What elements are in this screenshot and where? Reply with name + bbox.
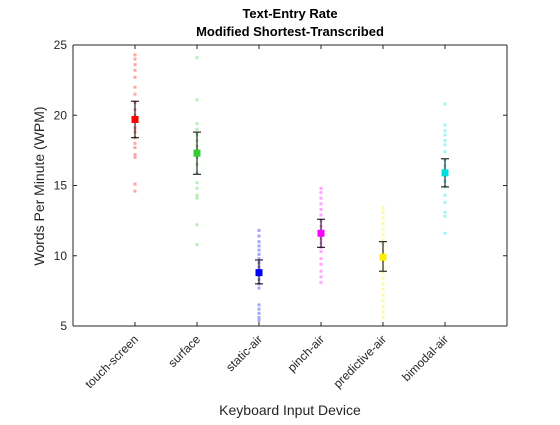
data-point	[133, 92, 137, 96]
data-point	[257, 257, 261, 261]
data-point	[319, 202, 323, 206]
data-point	[257, 228, 261, 232]
data-point	[319, 250, 323, 254]
data-point	[381, 282, 385, 286]
x-axis-label: Keyboard Input Device	[219, 402, 361, 418]
data-point	[381, 221, 385, 225]
data-point	[381, 293, 385, 297]
mean-marker	[131, 115, 139, 123]
mean-marker	[193, 149, 201, 157]
chart-subtitle: Modified Shortest-Transcribed	[196, 24, 384, 39]
data-point	[133, 155, 137, 159]
data-point	[195, 186, 199, 190]
mean-marker	[379, 253, 387, 261]
data-point	[195, 181, 199, 185]
data-point	[443, 231, 447, 235]
data-point	[133, 189, 137, 193]
data-point	[319, 257, 323, 261]
data-point	[443, 133, 447, 137]
data-point	[381, 310, 385, 314]
data-point	[133, 53, 137, 57]
y-axis-label: Words Per Minute (WPM)	[31, 106, 47, 265]
data-point	[195, 223, 199, 227]
data-point	[133, 63, 137, 67]
data-point	[195, 98, 199, 102]
data-point	[443, 200, 447, 204]
data-point	[319, 269, 323, 273]
data-point	[381, 206, 385, 210]
data-point	[195, 196, 199, 200]
data-point	[443, 143, 447, 147]
data-point	[319, 196, 323, 200]
data-point	[381, 304, 385, 308]
data-point	[257, 311, 261, 315]
data-point	[443, 123, 447, 127]
data-point	[195, 122, 199, 126]
data-point	[257, 286, 261, 290]
data-point	[257, 318, 261, 322]
data-point	[133, 153, 137, 157]
data-point	[319, 275, 323, 279]
data-point	[443, 129, 447, 133]
data-point	[319, 280, 323, 284]
data-point	[319, 191, 323, 195]
y-tick-label: 15	[54, 179, 68, 193]
mean-marker	[441, 169, 449, 177]
data-point	[133, 68, 137, 72]
data-point	[257, 248, 261, 252]
data-point	[381, 227, 385, 231]
data-point	[443, 139, 447, 143]
y-tick-label: 20	[54, 108, 68, 122]
mean-marker	[255, 269, 263, 277]
data-point	[381, 299, 385, 303]
data-point	[257, 252, 261, 256]
data-point	[195, 243, 199, 247]
data-point	[319, 213, 323, 217]
data-point	[381, 316, 385, 320]
data-point	[443, 102, 447, 106]
data-point	[443, 150, 447, 154]
data-point	[133, 146, 137, 150]
data-point	[381, 210, 385, 214]
data-point	[257, 244, 261, 248]
data-point	[257, 234, 261, 238]
data-point	[319, 186, 323, 190]
y-tick-label: 10	[54, 249, 68, 263]
data-point	[133, 75, 137, 79]
data-point	[443, 210, 447, 214]
data-point	[133, 182, 137, 186]
data-point	[443, 193, 447, 197]
data-point	[195, 127, 199, 131]
data-point	[381, 238, 385, 242]
y-tick-label: 25	[54, 38, 68, 52]
data-point	[133, 85, 137, 89]
data-point	[257, 316, 261, 320]
data-point	[381, 233, 385, 237]
data-point	[381, 276, 385, 280]
data-point	[381, 287, 385, 291]
data-point	[319, 207, 323, 211]
mean-marker	[317, 229, 325, 237]
data-point	[443, 214, 447, 218]
data-point	[133, 141, 137, 145]
data-point	[319, 262, 323, 266]
data-point	[381, 271, 385, 275]
data-point	[195, 56, 199, 60]
data-point	[195, 193, 199, 197]
y-tick-label: 5	[60, 319, 67, 333]
data-point	[381, 216, 385, 220]
data-point	[133, 57, 137, 61]
data-point	[257, 307, 261, 311]
data-point	[257, 303, 261, 307]
chart-title: Text-Entry Rate	[242, 6, 337, 21]
data-point	[257, 240, 261, 244]
